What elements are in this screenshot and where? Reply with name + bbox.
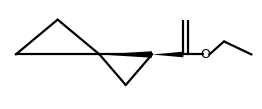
Polygon shape (152, 52, 183, 57)
Text: O: O (201, 48, 211, 61)
Polygon shape (100, 51, 152, 58)
